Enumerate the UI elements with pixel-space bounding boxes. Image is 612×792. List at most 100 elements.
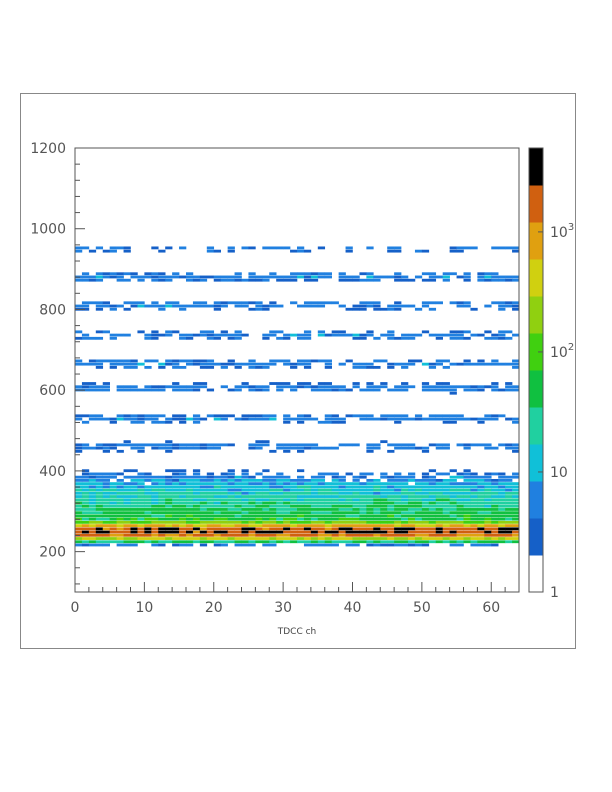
heatmap-cell xyxy=(137,304,145,308)
heatmap-cell xyxy=(248,543,256,547)
heatmap-cell xyxy=(290,362,298,366)
heatmap-cell xyxy=(359,520,367,524)
heatmap-cell xyxy=(512,537,520,540)
heatmap-cell xyxy=(192,362,201,366)
heatmap-cell xyxy=(421,498,430,502)
heatmap-cell xyxy=(109,488,117,492)
heatmap-cell xyxy=(491,482,499,486)
heatmap-cell xyxy=(172,362,180,366)
heatmap-cell xyxy=(401,543,409,547)
heatmap-cell xyxy=(505,382,513,385)
x-tick-label: 20 xyxy=(205,600,223,616)
heatmap-cell xyxy=(234,417,242,421)
heatmap-cell xyxy=(234,365,242,369)
heatmap-cell xyxy=(512,385,520,389)
heatmap-cell xyxy=(116,517,124,521)
heatmap-cell xyxy=(206,482,215,486)
heatmap-cell xyxy=(380,524,388,528)
canvas-frame xyxy=(20,93,576,649)
heatmap-cell xyxy=(227,443,235,447)
heatmap-cell xyxy=(116,524,124,528)
heatmap-cell xyxy=(165,482,173,486)
heatmap-cell xyxy=(95,330,104,334)
heatmap-cell xyxy=(428,488,437,492)
heatmap-cell xyxy=(144,472,152,476)
heatmap-cell xyxy=(317,520,326,524)
heatmap-cell xyxy=(484,530,492,534)
heatmap-cell xyxy=(421,482,430,486)
heatmap-cell xyxy=(151,537,159,540)
heatmap-cell xyxy=(477,533,485,537)
heatmap-cell xyxy=(137,301,145,305)
heatmap-cell xyxy=(380,504,388,508)
heatmap-cell xyxy=(88,385,97,389)
heatmap-cell xyxy=(484,417,492,421)
heatmap-cell xyxy=(491,504,499,508)
heatmap-cell xyxy=(484,275,492,279)
heatmap-cell xyxy=(317,530,326,534)
heatmap-cell xyxy=(442,520,450,524)
heatmap-cell xyxy=(116,504,124,508)
heatmap-cell xyxy=(276,504,284,508)
heatmap-cell xyxy=(109,365,117,369)
heatmap-cell xyxy=(220,511,228,515)
heatmap-cell xyxy=(255,307,263,311)
heatmap-cell xyxy=(401,336,409,340)
heatmap-cell xyxy=(220,385,228,389)
heatmap-cell xyxy=(283,446,291,450)
heatmap-cell xyxy=(345,524,353,528)
heatmap-cell xyxy=(192,443,201,447)
heatmap-cell xyxy=(88,301,97,305)
heatmap-cell xyxy=(255,488,263,492)
heatmap-cell xyxy=(123,362,131,366)
heatmap-cell xyxy=(491,488,499,492)
heatmap-cell xyxy=(435,388,443,392)
heatmap-cell xyxy=(276,475,284,479)
heatmap-cell xyxy=(449,246,457,250)
heatmap-cell xyxy=(366,488,374,492)
heatmap-cell xyxy=(297,488,305,492)
heatmap-cell xyxy=(95,272,104,276)
heatmap-cell xyxy=(213,417,221,421)
heatmap-cell xyxy=(262,504,270,508)
heatmap-cell xyxy=(123,414,131,418)
heatmap-cell xyxy=(359,475,367,479)
heatmap-cell xyxy=(186,514,194,518)
heatmap-cell xyxy=(414,417,423,421)
heatmap-cell xyxy=(394,478,402,482)
heatmap-cell xyxy=(206,330,215,334)
heatmap-cell xyxy=(505,491,513,495)
heatmap-cell xyxy=(317,420,326,424)
heatmap-cell xyxy=(81,501,90,505)
heatmap-cell xyxy=(345,514,353,518)
heatmap-cell xyxy=(165,359,173,363)
heatmap-cell xyxy=(512,449,520,453)
heatmap-cell xyxy=(95,472,104,476)
heatmap-cell xyxy=(116,388,124,392)
heatmap-cell xyxy=(338,443,346,447)
heatmap-cell xyxy=(283,359,291,363)
heatmap-cell xyxy=(290,504,298,508)
heatmap-cell xyxy=(172,517,180,521)
heatmap-cell xyxy=(88,359,97,363)
colorbar-segment xyxy=(529,555,543,593)
heatmap-cell xyxy=(366,498,374,502)
heatmap-cell xyxy=(373,485,381,489)
colorbar-segment xyxy=(529,518,543,556)
heatmap-cell xyxy=(109,272,117,276)
heatmap-cell xyxy=(262,475,270,479)
heatmap-cell xyxy=(394,485,402,489)
heatmap-cell xyxy=(331,472,339,476)
heatmap-cell xyxy=(297,272,305,276)
heatmap-cell xyxy=(165,504,173,508)
heatmap-cell xyxy=(401,498,409,502)
heatmap-cell xyxy=(172,524,180,528)
heatmap-cell xyxy=(88,517,97,521)
heatmap-cell xyxy=(179,537,187,540)
heatmap-cell xyxy=(137,540,145,544)
heatmap-cell xyxy=(352,414,360,418)
heatmap-cell xyxy=(151,385,159,389)
heatmap-cell xyxy=(324,530,332,534)
heatmap-cell xyxy=(172,417,180,421)
heatmap-cell xyxy=(380,307,388,311)
